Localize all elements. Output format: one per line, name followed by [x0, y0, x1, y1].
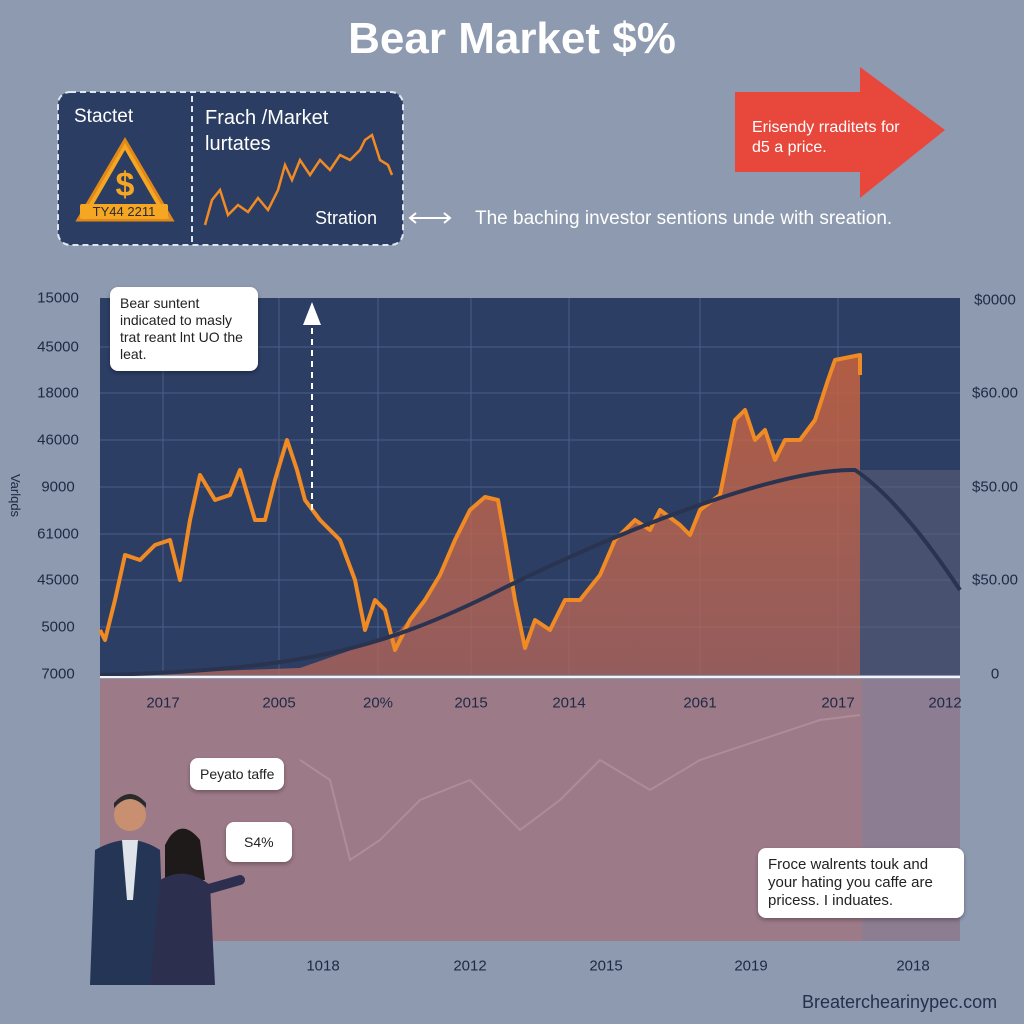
- note: Froce walrents touk and your hating you …: [758, 848, 964, 918]
- warning-inner: [88, 150, 162, 214]
- y2-label: 0: [990, 665, 1000, 683]
- double-arrow: [408, 212, 452, 224]
- panel-left-label: Stactet: [74, 106, 134, 127]
- area: [100, 355, 860, 675]
- bubble: S4%: [226, 822, 292, 862]
- ghost-line: [299, 714, 861, 862]
- x-label: 2061: [683, 694, 717, 712]
- caption: The baching investor sentions unde with …: [475, 208, 893, 229]
- x-label: 2015: [454, 694, 488, 712]
- trend-curve: [99, 467, 962, 677]
- y2-label: $60.00: [972, 384, 1018, 402]
- panel-right-caption: Stration: [315, 208, 378, 228]
- red-arrow: [735, 67, 945, 198]
- y-label: 45000: [37, 571, 79, 589]
- x-label-bottom: 2018: [896, 957, 930, 975]
- badge: TY44 2211: [80, 204, 168, 219]
- y-label: 7000: [41, 665, 75, 683]
- x-label: 2017: [146, 694, 180, 712]
- x-label: 2012: [928, 694, 962, 712]
- people: [90, 794, 245, 985]
- arrow-callout: Erisendy rraditets for d5 a price.: [752, 119, 900, 156]
- x-label: 2014: [552, 694, 586, 712]
- footer: Breaterchearinypec.com: [802, 992, 998, 1012]
- dollar-sign: $: [116, 166, 135, 204]
- title: Bear Market $%: [348, 14, 676, 63]
- head: [114, 799, 146, 831]
- bubble: Peyato taffe: [190, 758, 285, 790]
- x-label: 2005: [262, 694, 296, 712]
- y2-label: $50.00: [972, 571, 1018, 589]
- x-label: 2017: [821, 694, 855, 712]
- x-label-bottom: 2012: [453, 957, 487, 975]
- annotation: Bear suntent indicated to masly trat rea…: [110, 287, 258, 371]
- panel-right-title: Frach /Market lurtates: [205, 107, 329, 155]
- y-label: 5000: [41, 618, 75, 636]
- y-label: 46000: [37, 431, 79, 449]
- y-label: 45000: [37, 338, 79, 356]
- axis-label: Varlqds: [8, 473, 24, 518]
- x-label-bottom: 1018: [306, 957, 340, 975]
- shade-right: [860, 470, 960, 675]
- hair: [165, 828, 205, 880]
- y-label: 18000: [37, 384, 79, 402]
- price-line: [98, 353, 862, 652]
- hair: [114, 794, 146, 808]
- mini-line: [203, 132, 394, 226]
- x-label-bottom: 2019: [734, 957, 768, 975]
- suit: [90, 840, 165, 985]
- x-label-bottom: 2015: [589, 957, 623, 975]
- dress: [150, 873, 215, 985]
- y2-label: $0000: [974, 291, 1016, 309]
- y2-label: $50.00: [972, 478, 1018, 496]
- y-label: 61000: [37, 525, 79, 543]
- y-label: 15000: [37, 289, 79, 307]
- arrow-head: [303, 302, 321, 325]
- y-label: 9000: [41, 478, 75, 496]
- arm: [200, 875, 245, 895]
- x-label: 20%: [362, 694, 394, 712]
- shirt: [122, 840, 138, 900]
